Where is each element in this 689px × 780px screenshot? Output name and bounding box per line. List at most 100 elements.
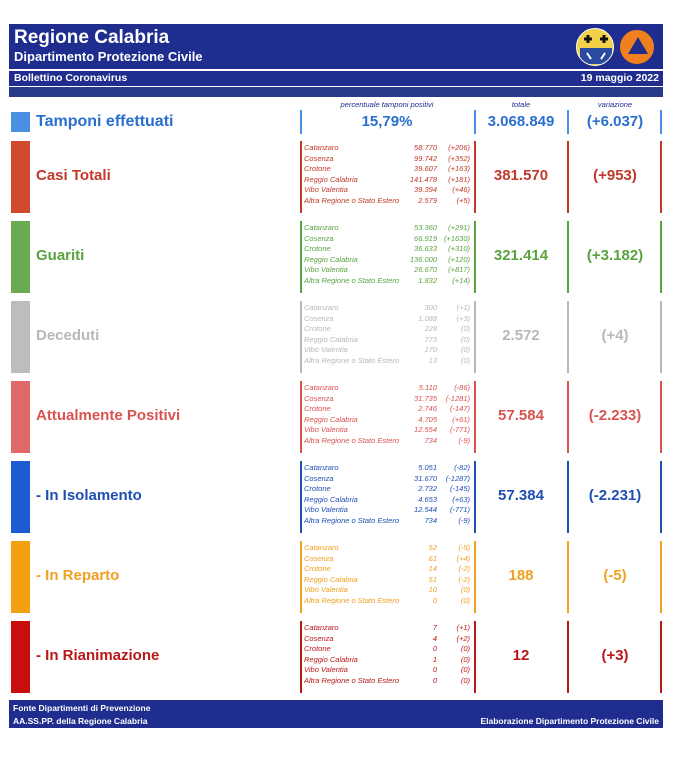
province-name: Vibo Valentia: [304, 665, 348, 674]
province-value: 170: [424, 345, 437, 354]
province-value: 52: [428, 543, 437, 552]
province-name: Crotone: [304, 244, 331, 253]
province-delta: (+5): [456, 195, 470, 205]
province-name: Altra Regione o Stato Estero: [304, 355, 400, 365]
province-value: 2.732: [418, 484, 437, 493]
tamponi-delta: (+6.037): [586, 113, 644, 130]
divider: [567, 461, 569, 533]
section-delta: (+4): [601, 327, 629, 344]
province-value: 13: [428, 355, 437, 365]
province-delta: (+206): [448, 143, 470, 152]
province-value: 61: [428, 553, 437, 563]
province-name: Catanzaro: [304, 543, 339, 552]
province-value: 2.746: [418, 404, 437, 413]
divider: [300, 621, 302, 693]
province-delta: (+310): [448, 244, 470, 253]
tamponi-row: Tamponi effettuati 15,79% 3.068.849 (+6.…: [0, 110, 689, 134]
province-name: Catanzaro: [304, 143, 339, 152]
province-delta: (+352): [448, 153, 470, 163]
province-delta: (-86): [454, 383, 470, 392]
section-total: 57.384: [498, 487, 544, 504]
province-name: Vibo Valentia: [304, 185, 348, 194]
province-value: 141.478: [409, 174, 437, 184]
province-row: Vibo Valentia 10 (0): [304, 585, 474, 596]
province-value: 26.670: [414, 265, 437, 274]
province-name: Reggio Calabria: [304, 574, 358, 584]
divider: [474, 141, 476, 213]
province-row: Altra Regione o Stato Estero 0 (0): [304, 676, 474, 687]
section-label: Attualmente Positivi: [36, 407, 181, 424]
province-delta: (+1): [456, 623, 470, 632]
divider: [474, 110, 476, 134]
province-name: Altra Regione o Stato Estero: [304, 435, 400, 445]
province-value: 10: [428, 585, 437, 594]
section-delta: (+3.182): [586, 247, 644, 264]
section-total: 188: [508, 567, 534, 584]
province-name: Vibo Valentia: [304, 265, 348, 274]
province-row: Altra Regione o Stato Estero 734 (-9): [304, 436, 474, 447]
province-value: 5.051: [418, 463, 437, 472]
section-swatch: [11, 621, 30, 693]
province-delta: (0): [460, 595, 470, 605]
province-delta: (-771): [449, 425, 470, 434]
section-label: Guariti: [36, 247, 85, 264]
section-total: 12: [512, 647, 530, 664]
province-value: 36.633: [414, 244, 437, 253]
region-coat-of-arms-logo: [576, 28, 614, 66]
province-name: Crotone: [304, 564, 331, 573]
province-list: Catanzaro 300 (+1) Cosenza 1.088 (+3) Crotone 2…: [304, 303, 474, 366]
province-delta: (+46): [452, 185, 470, 194]
province-value: 99.742: [414, 153, 437, 163]
province-name: Altra Regione o Stato Estero: [304, 195, 400, 205]
province-delta: (-82): [454, 463, 470, 472]
province-row: Vibo Valentia 170 (0): [304, 345, 474, 356]
province-row: Catanzaro 5.051 (-82): [304, 463, 474, 474]
divider: [300, 301, 302, 373]
divider: [660, 541, 662, 613]
section-row: Deceduti Catanzaro 300 (+1) Cosenza 1.088 (+3)…: [0, 301, 689, 373]
province-row: Cosenza 31.735 (-1281): [304, 394, 474, 405]
department-subtitle: Dipartimento Protezione Civile: [14, 49, 203, 64]
province-value: 1.832: [418, 275, 437, 285]
divider: [300, 381, 302, 453]
province-row: Vibo Valentia 12.544 (-771): [304, 505, 474, 516]
tamponi-label: Tamponi effettuati: [36, 113, 174, 130]
divider: [300, 221, 302, 293]
province-row: Altra Regione o Stato Estero 2.579 (+5): [304, 196, 474, 207]
province-name: Altra Regione o Stato Estero: [304, 275, 400, 285]
province-row: Cosenza 31.670 (-1287): [304, 474, 474, 485]
province-value: 5.110: [418, 383, 437, 392]
divider: [474, 381, 476, 453]
section-row: - In Reparto Catanzaro 52 (-5) Cosenza 61 (+4)…: [0, 541, 689, 613]
province-name: Vibo Valentia: [304, 345, 348, 354]
province-delta: (-2): [458, 574, 470, 584]
province-value: 773: [424, 334, 437, 344]
province-value: 14: [428, 564, 437, 573]
province-value: 4.653: [418, 494, 437, 504]
tamponi-total: 3.068.849: [487, 113, 555, 130]
province-row: Catanzaro 58.770 (+206): [304, 143, 474, 154]
section-label: Casi Totali: [36, 167, 111, 184]
province-delta: (+14): [452, 275, 470, 285]
province-name: Crotone: [304, 164, 331, 173]
province-name: Reggio Calabria: [304, 174, 358, 184]
province-value: 1: [432, 654, 437, 664]
province-name: Crotone: [304, 644, 331, 653]
section-total: 2.572: [502, 327, 540, 344]
divider: [660, 301, 662, 373]
province-delta: (+61): [452, 414, 470, 424]
province-value: 12.544: [414, 505, 437, 514]
province-row: Reggio Calabria 1 (0): [304, 655, 474, 666]
province-row: Cosenza 66.919 (+1630): [304, 234, 474, 245]
divider: [474, 301, 476, 373]
province-name: Vibo Valentia: [304, 585, 348, 594]
section-swatch: [11, 461, 30, 533]
province-row: Reggio Calabria 4.705 (+61): [304, 415, 474, 426]
province-name: Cosenza: [304, 633, 334, 643]
province-delta: (0): [460, 654, 470, 664]
delta-column-header: variazione: [597, 100, 633, 109]
province-row: Reggio Calabria 773 (0): [304, 335, 474, 346]
province-delta: (-147): [449, 404, 470, 413]
bulletin-bar: Bollettino Coronavirus 19 maggio 2022: [9, 71, 663, 86]
divider: [300, 461, 302, 533]
